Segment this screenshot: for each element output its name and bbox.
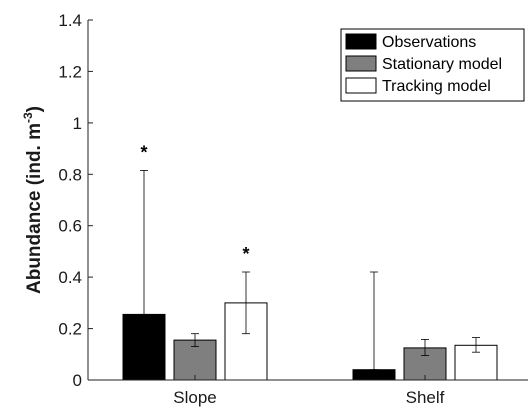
y-tick-label: 0.8 bbox=[58, 165, 82, 184]
legend-label-2: Tracking model bbox=[382, 78, 491, 95]
bar-observations-slope bbox=[122, 313, 166, 381]
error-bars-layer bbox=[140, 169, 480, 371]
x-tick-label-shelf: Shelf bbox=[406, 388, 445, 407]
legend: Observations Stationary model Tracking mod… bbox=[340, 28, 525, 102]
y-axis-label-main: Abundance (ind. m bbox=[24, 123, 45, 294]
y-tick-label: 0.6 bbox=[58, 217, 82, 236]
significance-marker: * bbox=[140, 142, 147, 162]
significance-marker: * bbox=[242, 244, 249, 264]
legend-label-0: Observations bbox=[382, 34, 476, 51]
y-axis-label: Abundance (ind. m-3) bbox=[21, 106, 45, 294]
bar-observations-shelf bbox=[352, 369, 396, 381]
y-axis-label-close: ) bbox=[24, 106, 45, 112]
legend-label-1: Stationary model bbox=[382, 56, 502, 73]
legend-swatch-0 bbox=[345, 33, 377, 50]
y-tick-label: 1.2 bbox=[58, 62, 82, 81]
y-axis-label-superscript: -3 bbox=[21, 112, 35, 123]
legend-swatch-1 bbox=[345, 55, 377, 72]
y-tick-label: 0.4 bbox=[58, 268, 82, 287]
y-tick-label: 1 bbox=[73, 114, 82, 133]
y-tick-label: 0 bbox=[73, 371, 82, 390]
axes-layer bbox=[87, 20, 528, 381]
legend-items: Observations Stationary model Tracking mod… bbox=[345, 33, 502, 95]
x-tick-label-slope: Slope bbox=[173, 388, 216, 407]
y-tick-label: 1.4 bbox=[58, 11, 82, 30]
legend-swatch-2 bbox=[345, 77, 377, 94]
y-tick-label: 0.2 bbox=[58, 320, 82, 339]
x-ticks-layer: Slope Shelf bbox=[173, 375, 445, 407]
significance-layer: ** bbox=[140, 142, 249, 264]
y-ticks-layer: 0 0.2 0.4 0.6 0.8 1 1.2 1.4 bbox=[58, 11, 93, 390]
